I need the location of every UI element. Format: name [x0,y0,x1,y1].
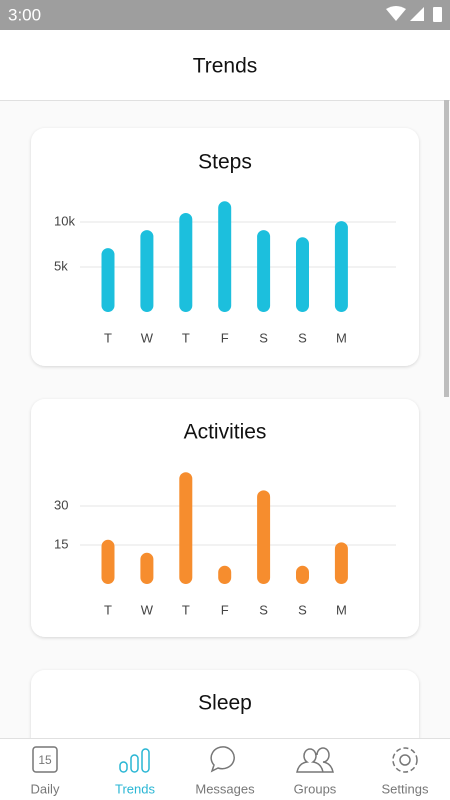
status-time: 3:00 [8,5,41,24]
chart-title: Steps [198,151,252,174]
nav-label: Messages [195,781,255,796]
bar [179,213,193,312]
x-tick-label: W [141,330,154,345]
header-title: Trends [193,55,258,78]
nav-icon [119,761,128,773]
bar [140,552,154,584]
x-tick-label: T [182,330,190,345]
nav-label: Settings [382,781,429,796]
x-tick-label: S [298,330,307,345]
x-tick-label: T [104,602,112,617]
charts: Steps 5k 10k T W T F S S M Activities 15 30 T W T F S S M [54,151,396,617]
bar [296,237,309,312]
x-tick-label: F [221,330,229,345]
nav-icon [130,754,139,773]
y-tick-label: 30 [54,497,68,512]
x-tick-label: S [259,602,268,617]
bar [179,472,193,584]
battery-icon [433,7,442,22]
nav-icon [141,748,150,773]
y-tick-label: 5k [54,258,68,273]
nav-icon [296,747,334,773]
chart-title: Activities [184,421,267,444]
nav-icon [399,754,411,766]
bar [101,539,115,584]
scrollbar [444,100,449,397]
x-tick-label: W [141,602,154,617]
header [0,30,450,100]
x-tick-label: S [259,330,268,345]
nav-icon [32,746,58,773]
bar [257,490,271,584]
nav-item[interactable]: Settings [382,747,429,796]
bar [334,542,348,584]
y-tick-label: 15 [54,536,68,551]
nav-icon [210,746,235,773]
bar [218,565,232,584]
x-tick-label: M [336,602,347,617]
x-tick-label: F [221,602,229,617]
status-bar [0,0,450,30]
bar [257,230,271,312]
card [31,399,419,637]
bar [334,221,348,312]
y-tick-label: 10k [54,213,75,228]
signal-icon [410,7,424,21]
bar [218,201,232,312]
bar [296,565,309,584]
nav-item[interactable]: Messages [195,746,255,797]
nav-icon [392,747,418,773]
x-tick-label: M [336,330,347,345]
nav-label: Trends [115,781,155,796]
nav-label: Daily [31,781,60,796]
nav-badge: 15 [38,753,52,767]
nav-label: Groups [294,781,337,796]
nav-items: 15 Daily Trends Messages Groups Settings [31,746,429,797]
nav-item[interactable]: Groups [294,747,337,796]
wifi-icon [386,6,406,21]
nav-item[interactable]: 15 Daily [31,746,60,796]
card-title: Sleep [198,692,252,715]
x-tick-label: T [182,602,190,617]
bar [140,230,154,312]
nav-item[interactable]: Trends [115,748,155,796]
x-tick-label: T [104,330,112,345]
x-tick-label: S [298,602,307,617]
bar [101,248,115,312]
